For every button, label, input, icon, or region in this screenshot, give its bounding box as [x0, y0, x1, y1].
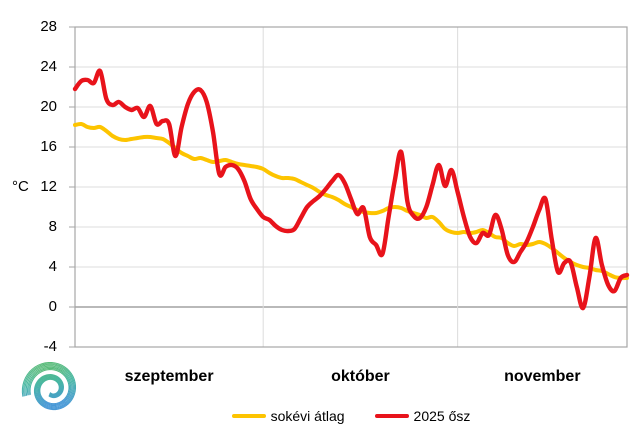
y-axis-tick-label: 28	[40, 18, 57, 35]
y-axis-tick-label: 8	[48, 218, 57, 235]
spiral-logo-icon	[21, 361, 77, 411]
legend-label: sokévi átlag	[270, 408, 345, 424]
legend-item: 2025 ősz	[374, 407, 471, 425]
spiral-logo-strand	[24, 364, 74, 409]
x-axis-month-label: szeptember	[124, 368, 214, 385]
spiral-logo-strand	[21, 361, 77, 411]
legend-label: 2025 ősz	[413, 408, 471, 424]
spiral-logo-strand	[28, 367, 71, 406]
legend-item: sokévi átlag	[231, 407, 345, 425]
series-line-2025-osz	[72, 68, 630, 311]
y-axis-tick-label: 24	[40, 58, 57, 75]
spiral-logo-strand	[27, 366, 72, 407]
x-axis-month-label: október	[331, 368, 390, 385]
y-axis-tick-label: 12	[40, 178, 57, 195]
plot-border	[74, 26, 628, 348]
spiral-logo-strand	[23, 363, 75, 410]
spiral-logo-strand	[29, 369, 70, 405]
y-axis-unit-label: °C	[12, 178, 29, 195]
legend: sokévi átlag 2025 ősz	[75, 407, 627, 425]
y-axis-tick-label: 4	[48, 258, 57, 275]
series-line-sokevi-atlag	[73, 121, 629, 281]
legend-line-swatch	[374, 413, 409, 419]
spiral-logo-strand	[25, 365, 73, 408]
y-axis-tick-label: -4	[43, 338, 57, 355]
y-axis-tick-label: 16	[40, 138, 57, 155]
legend-line-swatch	[231, 413, 266, 419]
x-axis-month-label: november	[504, 368, 581, 385]
y-axis-tick-label: 0	[48, 298, 57, 315]
y-axis-tick-label: 20	[40, 98, 57, 115]
